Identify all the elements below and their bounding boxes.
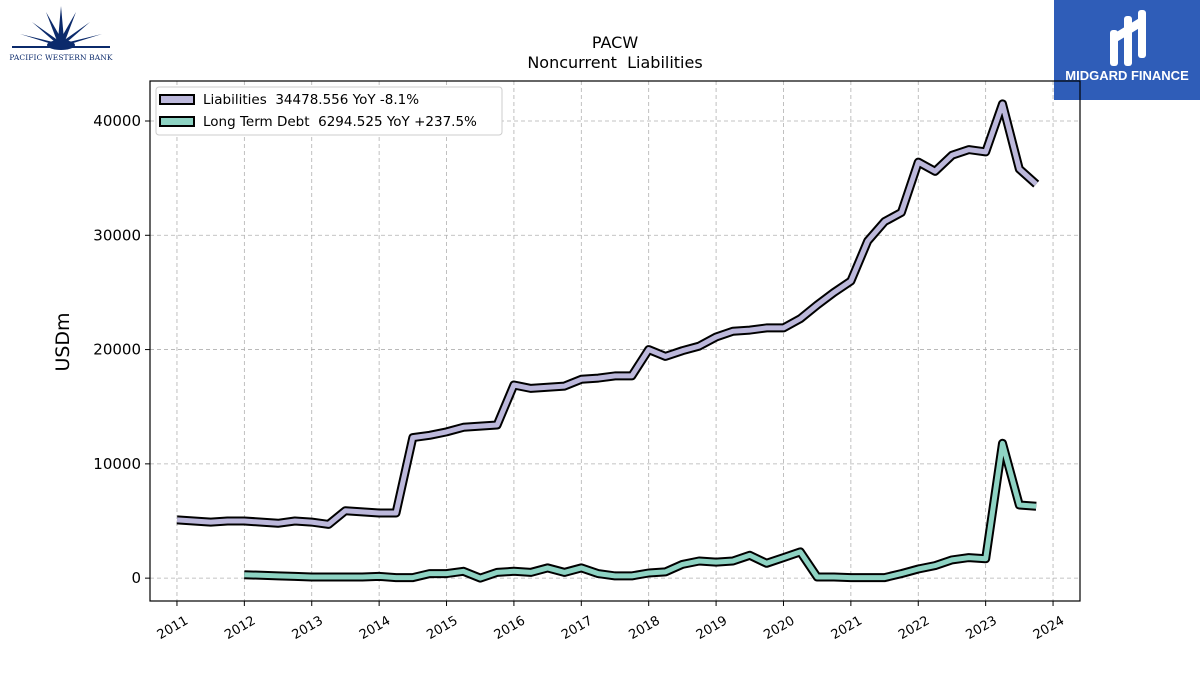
x-tick-label: 2024 [1031, 613, 1067, 643]
chart-subtitle: Noncurrent Liabilities [527, 53, 702, 72]
series-liabilities [176, 99, 1040, 529]
x-tick-label: 2022 [896, 613, 932, 643]
midgard-mark-icon [1110, 10, 1146, 66]
y-tick-label: 10000 [93, 455, 141, 473]
sunburst-logo-icon [12, 6, 110, 50]
x-tick-label: 2023 [963, 613, 999, 643]
y-tick-label: 40000 [93, 112, 141, 130]
legend-label-liabilities: Liabilities 34478.556 YoY -8.1% [203, 92, 419, 108]
legend-box [155, 86, 503, 136]
chart-title: PACW [592, 33, 638, 52]
plot-frame [149, 80, 1081, 602]
y-axis-label: USDm [52, 312, 74, 371]
series-layer [176, 99, 1040, 583]
midgard-finance-logo: MIDGARD FINANCE [1054, 0, 1200, 100]
y-tick-label: 20000 [93, 341, 141, 359]
legend-swatch-liabilities [159, 94, 195, 105]
x-tick-label: 2017 [559, 613, 595, 643]
x-tick-label: 2011 [155, 613, 191, 643]
x-tick-label: 2015 [424, 613, 460, 643]
y-tick-label: 30000 [93, 226, 141, 244]
x-tick-label: 2016 [492, 613, 528, 643]
y-tick-label: 0 [131, 569, 141, 587]
x-tick-label: 2014 [357, 613, 393, 643]
x-tick-label: 2020 [761, 613, 797, 643]
series-line [176, 101, 1038, 527]
legend-label-long-term-debt: Long Term Debt 6294.525 YoY +237.5% [203, 114, 477, 130]
x-tick-label: 2018 [627, 613, 663, 643]
series-long-term-debt [244, 438, 1037, 583]
series-line-outline [176, 99, 1040, 529]
series-line [244, 440, 1037, 581]
legend: Liabilities 34478.556 YoY -8.1% Long Ter… [155, 86, 503, 136]
x-tick-label: 2021 [829, 613, 865, 643]
pacific-western-bank-logo: PACIFIC WESTERN BANK [2, 4, 120, 66]
legend-swatch-long-term-debt [159, 116, 195, 127]
right-logo-text: MIDGARD FINANCE [1065, 68, 1189, 83]
left-logo-text: PACIFIC WESTERN BANK [9, 53, 113, 62]
x-tick-label: 2013 [290, 613, 326, 643]
x-tick-label: 2019 [694, 613, 730, 643]
x-tick-label: 2012 [222, 613, 258, 643]
